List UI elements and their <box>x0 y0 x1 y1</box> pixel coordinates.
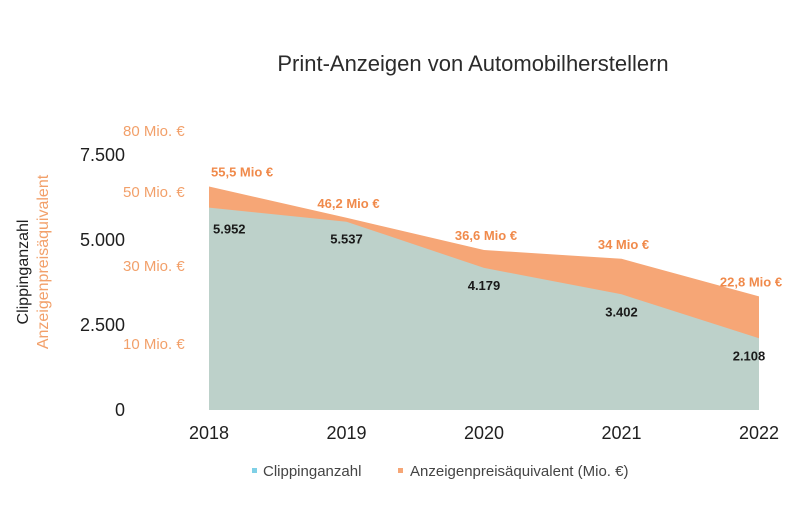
data-label-clipping: 2.108 <box>733 348 766 363</box>
y-left-axis-label: Clippinganzahl <box>15 220 32 325</box>
legend: Clippinganzahl Anzeigenpreisäquivalent (… <box>252 463 628 480</box>
data-label-anzeigen: 22,8 Mio € <box>720 274 782 289</box>
data-label-clipping: 4.179 <box>468 278 501 293</box>
legend-marker-anzeigen <box>398 468 403 473</box>
data-label-clipping: 3.402 <box>605 304 638 319</box>
chart-title: Print-Anzeigen von Automobilherstellern <box>277 51 668 76</box>
x-tick: 2018 <box>189 423 229 443</box>
legend-label-anzeigen: Anzeigenpreisäquivalent (Mio. €) <box>410 463 628 480</box>
y-left-tick: 5.000 <box>80 230 125 250</box>
data-label-clipping: 5.537 <box>330 232 363 247</box>
legend-label-clipping: Clippinganzahl <box>263 463 361 480</box>
data-label-anzeigen: 36,6 Mio € <box>455 228 517 243</box>
y-right-tick: 80 Mio. € <box>123 123 185 140</box>
data-label-anzeigen: 46,2 Mio € <box>317 196 379 211</box>
y-right-tick: 30 Mio. € <box>123 258 185 275</box>
data-label-anzeigen: 55,5 Mio € <box>211 165 273 180</box>
x-tick: 2020 <box>464 423 504 443</box>
data-label-clipping: 5.952 <box>213 222 246 237</box>
y-right-axis-label: Anzeigenpreisäquivalent <box>35 174 52 349</box>
y-left-tick: 0 <box>115 400 125 420</box>
x-tick: 2021 <box>601 423 641 443</box>
area-clippinganzahl <box>209 207 759 410</box>
x-tick: 2019 <box>326 423 366 443</box>
y-left-tick: 2.500 <box>80 315 125 335</box>
x-tick: 2022 <box>739 423 779 443</box>
y-right-tick: 10 Mio. € <box>123 336 185 353</box>
y-right-tick: 50 Mio. € <box>123 184 185 201</box>
data-label-anzeigen: 34 Mio € <box>598 237 649 252</box>
legend-marker-clipping <box>252 468 257 473</box>
y-left-tick: 7.500 <box>80 145 125 165</box>
